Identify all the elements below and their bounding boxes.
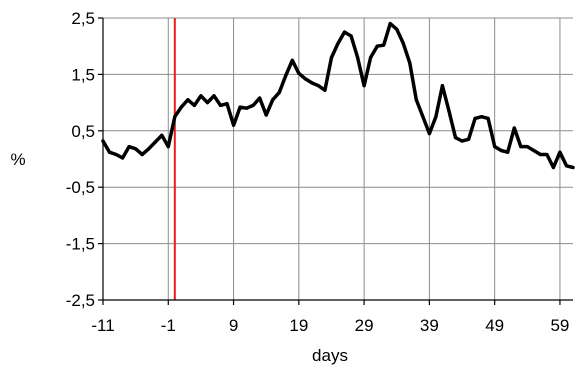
series-line	[101, 21, 575, 170]
data-point	[284, 73, 288, 78]
data-point	[382, 43, 386, 47]
data-point	[251, 103, 255, 108]
data-point	[375, 44, 379, 48]
data-point	[264, 113, 268, 117]
data-point	[192, 103, 196, 108]
data-point	[225, 102, 229, 106]
data-point	[258, 96, 262, 100]
y-tick-label: 2,5	[71, 9, 95, 28]
x-tick-label: 59	[550, 316, 569, 335]
data-point	[355, 55, 360, 60]
y-tick-label: 0,5	[71, 122, 95, 141]
data-point	[447, 109, 451, 113]
data-point	[303, 77, 307, 81]
data-point	[147, 147, 151, 151]
data-point	[538, 152, 542, 157]
data-point	[453, 135, 458, 140]
y-tick-label: -1,5	[66, 235, 95, 254]
data-point	[440, 84, 445, 88]
plot-frame	[98, 17, 573, 305]
data-point	[342, 30, 347, 34]
y-tick-label: -2,5	[66, 291, 95, 310]
data-point	[532, 148, 536, 153]
data-point	[329, 55, 334, 60]
y-tick-label: -0,5	[66, 178, 95, 197]
data-point	[205, 101, 210, 105]
x-tick-label: -11	[91, 316, 114, 335]
x-tick-label: -1	[161, 316, 176, 335]
data-point	[297, 71, 301, 75]
data-point	[186, 98, 190, 102]
data-point	[519, 144, 523, 149]
data-point	[506, 150, 510, 154]
data-point	[493, 144, 497, 149]
data-point	[486, 116, 490, 120]
data-point	[212, 94, 216, 98]
data-point	[362, 84, 366, 88]
data-point	[434, 115, 438, 119]
grid	[102, 17, 573, 301]
data-point	[571, 165, 575, 170]
data-point	[271, 98, 275, 102]
series-layer	[101, 21, 575, 170]
data-point	[336, 41, 340, 45]
data-point	[395, 27, 399, 31]
data-point	[408, 61, 412, 65]
data-point	[473, 116, 477, 120]
data-point	[564, 164, 569, 168]
data-point	[310, 81, 314, 85]
data-point	[127, 144, 131, 149]
x-tick-label: 19	[289, 316, 308, 335]
x-tick-label: 39	[420, 316, 439, 335]
x-tick-label: 9	[229, 316, 238, 335]
data-point	[120, 156, 125, 160]
data-point	[290, 58, 294, 62]
data-point	[323, 88, 327, 92]
data-point	[427, 132, 431, 136]
data-point	[277, 90, 281, 95]
data-point	[545, 152, 549, 157]
data-point	[421, 115, 425, 119]
data-point	[369, 55, 373, 60]
data-point	[388, 22, 392, 26]
data-point	[480, 115, 484, 119]
x-axis-label: days	[312, 346, 348, 365]
data-point	[316, 84, 321, 88]
y-axis-label: %	[10, 150, 25, 169]
data-point	[466, 137, 471, 141]
data-point	[134, 147, 138, 151]
data-point	[551, 165, 556, 170]
x-tick-label: 49	[485, 316, 504, 335]
data-point	[153, 140, 157, 144]
data-point	[499, 148, 503, 153]
data-point	[179, 105, 183, 109]
data-point	[107, 150, 112, 154]
y-tick-labels: 2,5 1,5 0,5 -0,5 -1,5 -2,5	[66, 9, 95, 310]
data-point	[114, 152, 118, 157]
data-point	[218, 103, 223, 108]
data-point	[238, 105, 242, 109]
data-point	[460, 139, 464, 143]
data-point	[401, 41, 405, 45]
data-point	[140, 152, 144, 157]
data-point	[160, 133, 164, 137]
data-point	[231, 123, 236, 127]
x-tick-label: 29	[355, 316, 374, 335]
data-point	[349, 34, 353, 38]
data-point	[414, 98, 418, 102]
data-point	[245, 106, 249, 110]
data-point	[166, 144, 170, 149]
data-point	[525, 144, 529, 149]
data-point	[199, 94, 203, 98]
data-point	[512, 126, 516, 130]
data-point	[173, 115, 177, 119]
data-point	[558, 150, 562, 154]
y-tick-label: 1,5	[71, 65, 95, 84]
x-tick-labels: -11 -1 9 19 29 39 49 59	[91, 316, 569, 335]
